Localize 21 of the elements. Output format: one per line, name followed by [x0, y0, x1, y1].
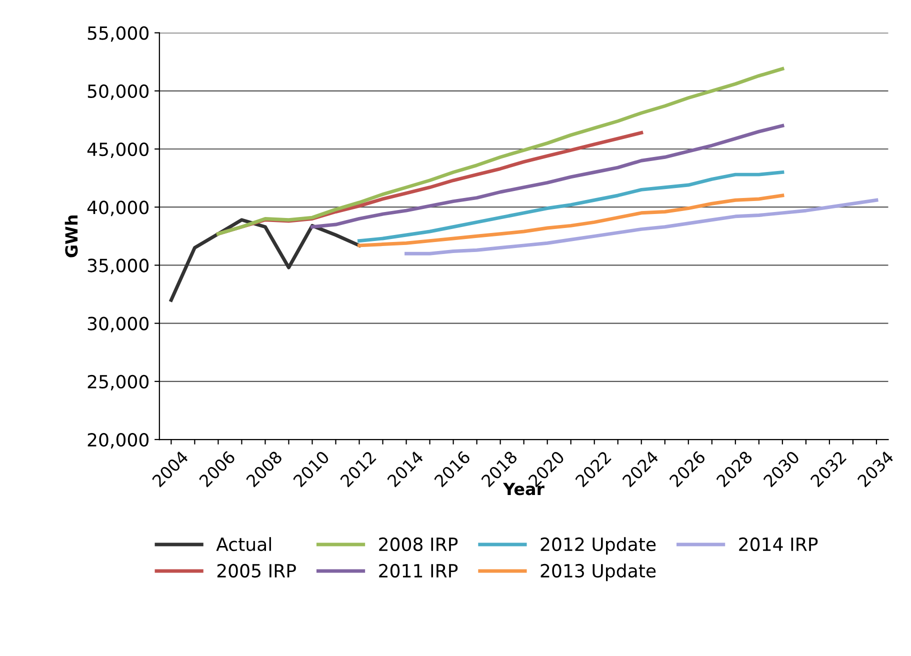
y-tick-label: 30,000: [88, 316, 149, 332]
y-tick-label: 35,000: [88, 258, 149, 274]
y-tick-label: 20,000: [88, 432, 149, 448]
y-tick-label: 55,000: [88, 26, 149, 42]
legend-label: 2011 IRP: [379, 564, 458, 578]
line-series: [358, 170, 784, 243]
y-tick-label: 25,000: [88, 374, 149, 390]
legend-label: 2008 IRP: [379, 537, 458, 552]
legend-label: 2014 IRP: [739, 537, 818, 552]
y-axis-title: GWh: [64, 215, 78, 258]
line-series: [358, 194, 784, 248]
legend-label: 2012 Update: [540, 537, 656, 555]
legend-label: 2013 Update: [540, 564, 656, 582]
line-series: [216, 67, 784, 236]
y-tick-label: 45,000: [87, 142, 149, 158]
y-tick-label: 40,000: [87, 200, 149, 216]
legend-label: 2005 IRP: [217, 564, 296, 578]
line-series: [310, 124, 784, 229]
y-tick-label: 50,000: [88, 84, 149, 100]
line-series: [404, 198, 878, 256]
legend-label: Actual: [216, 537, 271, 552]
